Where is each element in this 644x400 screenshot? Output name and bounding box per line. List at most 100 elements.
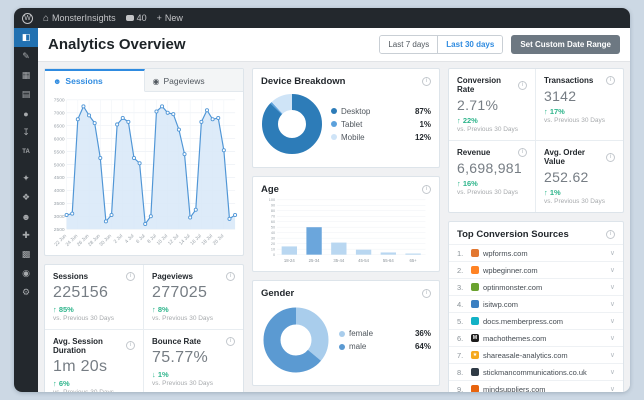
chevron-down-icon[interactable]: ∨	[609, 352, 615, 359]
kpi-label: Revenue	[457, 148, 491, 157]
source-rank: 8.	[457, 367, 464, 377]
info-icon[interactable]: i	[126, 341, 135, 351]
svg-text:12 Jul: 12 Jul	[167, 233, 180, 246]
sidebar-item-posts[interactable]: ✎	[14, 47, 38, 66]
svg-text:10: 10	[271, 248, 275, 252]
info-icon[interactable]: i	[422, 289, 431, 299]
source-row[interactable]: 1. wpforms.com ∨	[449, 244, 623, 261]
source-row[interactable]: 5. docs.memberpress.com ∨	[449, 312, 623, 329]
legend-dot	[331, 134, 337, 140]
source-row[interactable]: 9. mindsuppliers.com ∨	[449, 380, 623, 392]
new-menu[interactable]: + New	[157, 13, 183, 23]
chevron-down-icon[interactable]: ∨	[609, 318, 615, 325]
svg-text:14 Jul: 14 Jul	[178, 233, 191, 246]
source-rank: 4.	[457, 299, 464, 309]
source-row[interactable]: 8. stickmancommunications.co.uk ∨	[449, 363, 623, 380]
source-row[interactable]: 7. ★ shareasale-analytics.com ∨	[449, 346, 623, 363]
comments-menu[interactable]: 40	[125, 13, 147, 23]
sidebar-item-settings[interactable]: ▩	[14, 245, 38, 264]
sidebar-item-ta[interactable]: TA	[14, 142, 38, 161]
kpi-card-conversion-rate: Conversion Rate i 2.71% ↑ 22% vs. Previous 3…	[449, 69, 536, 141]
sidebar-item-insights[interactable]: ◉	[14, 264, 38, 283]
source-row[interactable]: 4. isitwp.com ∨	[449, 295, 623, 312]
site-menu[interactable]: ⌂ MonsterInsights	[43, 13, 116, 24]
sidebar-item-gear[interactable]: ⚙	[14, 283, 38, 302]
ta-icon: TA	[22, 148, 30, 155]
source-row[interactable]: 3. optinmonster.com ∨	[449, 278, 623, 295]
insights-icon: ◉	[22, 268, 30, 278]
info-icon[interactable]: i	[606, 76, 615, 85]
kpi-delta-value: 22%	[462, 116, 478, 125]
info-icon[interactable]: i	[518, 148, 527, 157]
source-favicon	[471, 300, 479, 308]
svg-text:35-44: 35-44	[333, 258, 345, 263]
sidebar-item-dashboard[interactable]: ◧	[14, 28, 38, 47]
chevron-down-icon[interactable]: ∨	[609, 267, 615, 274]
set-custom-date-range-button[interactable]: Set Custom Date Range	[511, 35, 620, 54]
legend-item: Desktop 87%	[331, 105, 431, 118]
info-icon[interactable]: i	[606, 230, 615, 239]
kpi-label: Conversion Rate	[457, 76, 502, 94]
range-button-last-30-days[interactable]: Last 30 days	[437, 36, 503, 53]
range-button-last-7-days[interactable]: Last 7 days	[380, 36, 438, 53]
source-domain: optinmonster.com	[483, 282, 543, 292]
gender-panel: Gender i female 36% male 64%	[252, 280, 440, 387]
chevron-down-icon[interactable]: ∨	[609, 250, 615, 257]
source-domain: wpbeginner.com	[483, 265, 538, 275]
sessions-line-chart: 2500 3000 3500 4000 4500 5000 5500 6000 6500 7000…	[45, 92, 243, 255]
wordpress-logo-icon[interactable]: W	[22, 12, 33, 24]
kpi-delta-value: 16%	[462, 179, 478, 188]
info-icon[interactable]: i	[518, 80, 527, 90]
info-icon[interactable]: i	[422, 185, 431, 195]
sidebar-item-comments[interactable]: ●	[14, 104, 38, 123]
chevron-down-icon[interactable]: ∨	[609, 301, 615, 308]
plus-icon: +	[156, 13, 162, 23]
browser-window: W ⌂ MonsterInsights 40 + New ◧ ✎ ▦ ▤ ● ↧ TA ✦ ❖ ☻…	[14, 8, 630, 392]
info-icon[interactable]: i	[226, 336, 235, 346]
source-domain: mindsuppliers.com	[483, 384, 546, 393]
kpi-delta: ↑ 17%	[544, 107, 615, 116]
kpi-label: Sessions	[53, 271, 89, 281]
sidebar-item-pages[interactable]: ▤	[14, 85, 38, 104]
svg-text:6000: 6000	[54, 136, 65, 142]
kpi-value: 75.77%	[152, 348, 209, 366]
kpi-card-revenue: Revenue i 6,698,981 ↑ 16% vs. Previous 30 Da…	[449, 141, 536, 212]
source-domain: machothemes.com	[483, 333, 547, 343]
tab-pageviews[interactable]: ◉ Pageviews	[144, 69, 243, 92]
sidebar-item-plugins[interactable]: ✦	[14, 169, 38, 188]
kpi-card-avg-order-value: Avg. Order Value i 252.62 ↑ 1% vs. Previous …	[536, 141, 623, 212]
info-icon[interactable]: i	[126, 271, 135, 281]
svg-text:5000: 5000	[54, 162, 65, 168]
sidebar-item-media[interactable]: ▦	[14, 66, 38, 85]
chevron-down-icon[interactable]: ∨	[609, 386, 615, 392]
kpi-value: 252.62	[544, 169, 589, 185]
source-rank: 7.	[457, 350, 464, 360]
sidebar-item-tools[interactable]: ✚	[14, 226, 38, 245]
svg-text:4500: 4500	[54, 175, 65, 181]
kpi-compare-label: vs. Previous 30 Days	[544, 117, 606, 124]
info-icon[interactable]: i	[606, 152, 615, 162]
legend-label: female	[349, 329, 374, 339]
svg-text:7000: 7000	[54, 111, 65, 117]
chevron-down-icon[interactable]: ∨	[609, 284, 615, 291]
kpi-card-pageviews: Pageviews i 277025 ↑ 8% vs. Previous 30 Days	[144, 265, 243, 330]
arrow-up-icon: ↑	[544, 107, 550, 116]
svg-text:20: 20	[271, 242, 275, 246]
sidebar-item-downloads[interactable]: ↧	[14, 123, 38, 142]
sidebar-item-users[interactable]: ☻	[14, 207, 38, 226]
media-icon: ▦	[21, 70, 31, 80]
kpi-value: 225156	[53, 283, 109, 301]
info-icon[interactable]: i	[226, 271, 235, 281]
svg-text:6 Jul: 6 Jul	[135, 233, 147, 245]
source-favicon: ★	[471, 351, 479, 359]
info-icon[interactable]: i	[422, 77, 431, 86]
svg-text:80: 80	[271, 209, 275, 213]
tab-sessions[interactable]: ☻ Sessions	[45, 69, 145, 92]
source-row[interactable]: 2. wpbeginner.com ∨	[449, 261, 623, 278]
legend-value: 12%	[414, 132, 431, 142]
chevron-down-icon[interactable]: ∨	[609, 335, 615, 342]
chevron-down-icon[interactable]: ∨	[609, 369, 615, 376]
kpi-delta-value: 6%	[58, 378, 70, 388]
sidebar-item-customize[interactable]: ❖	[14, 188, 38, 207]
